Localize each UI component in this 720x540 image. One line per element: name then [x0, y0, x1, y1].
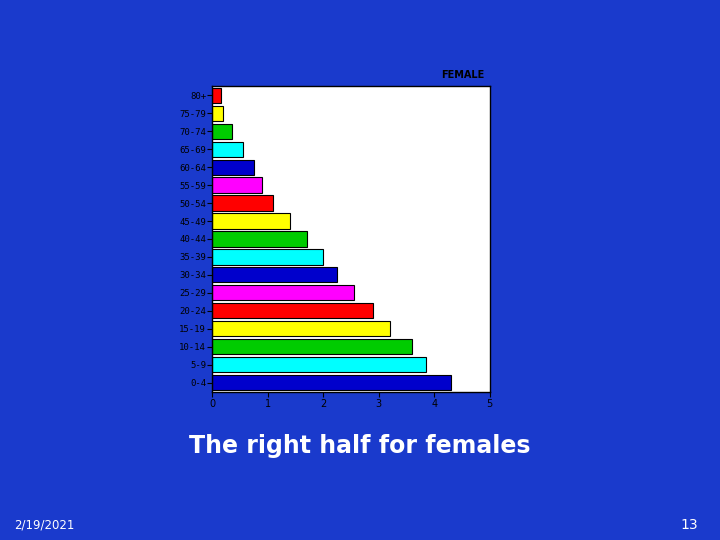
Bar [212, 231, 307, 247]
Bar [212, 106, 223, 121]
Bar [212, 321, 390, 336]
Bar [212, 213, 290, 228]
Bar [212, 285, 354, 300]
Bar [212, 124, 232, 139]
Bar [212, 303, 373, 319]
Text: Structure of Population pyramid: Structure of Population pyramid [58, 39, 539, 65]
Bar [212, 267, 337, 282]
Text: FEMALE: FEMALE [441, 70, 484, 80]
Bar [212, 195, 274, 211]
Bar [212, 178, 262, 193]
Bar [212, 249, 323, 265]
Bar [212, 339, 412, 354]
Bar [212, 375, 451, 390]
Bar [212, 159, 254, 175]
Bar [212, 141, 243, 157]
Text: 2/19/2021: 2/19/2021 [14, 519, 75, 532]
Bar [212, 87, 221, 103]
Text: The right half for females: The right half for females [189, 434, 531, 457]
Bar [212, 357, 426, 372]
Text: 13: 13 [681, 518, 698, 532]
